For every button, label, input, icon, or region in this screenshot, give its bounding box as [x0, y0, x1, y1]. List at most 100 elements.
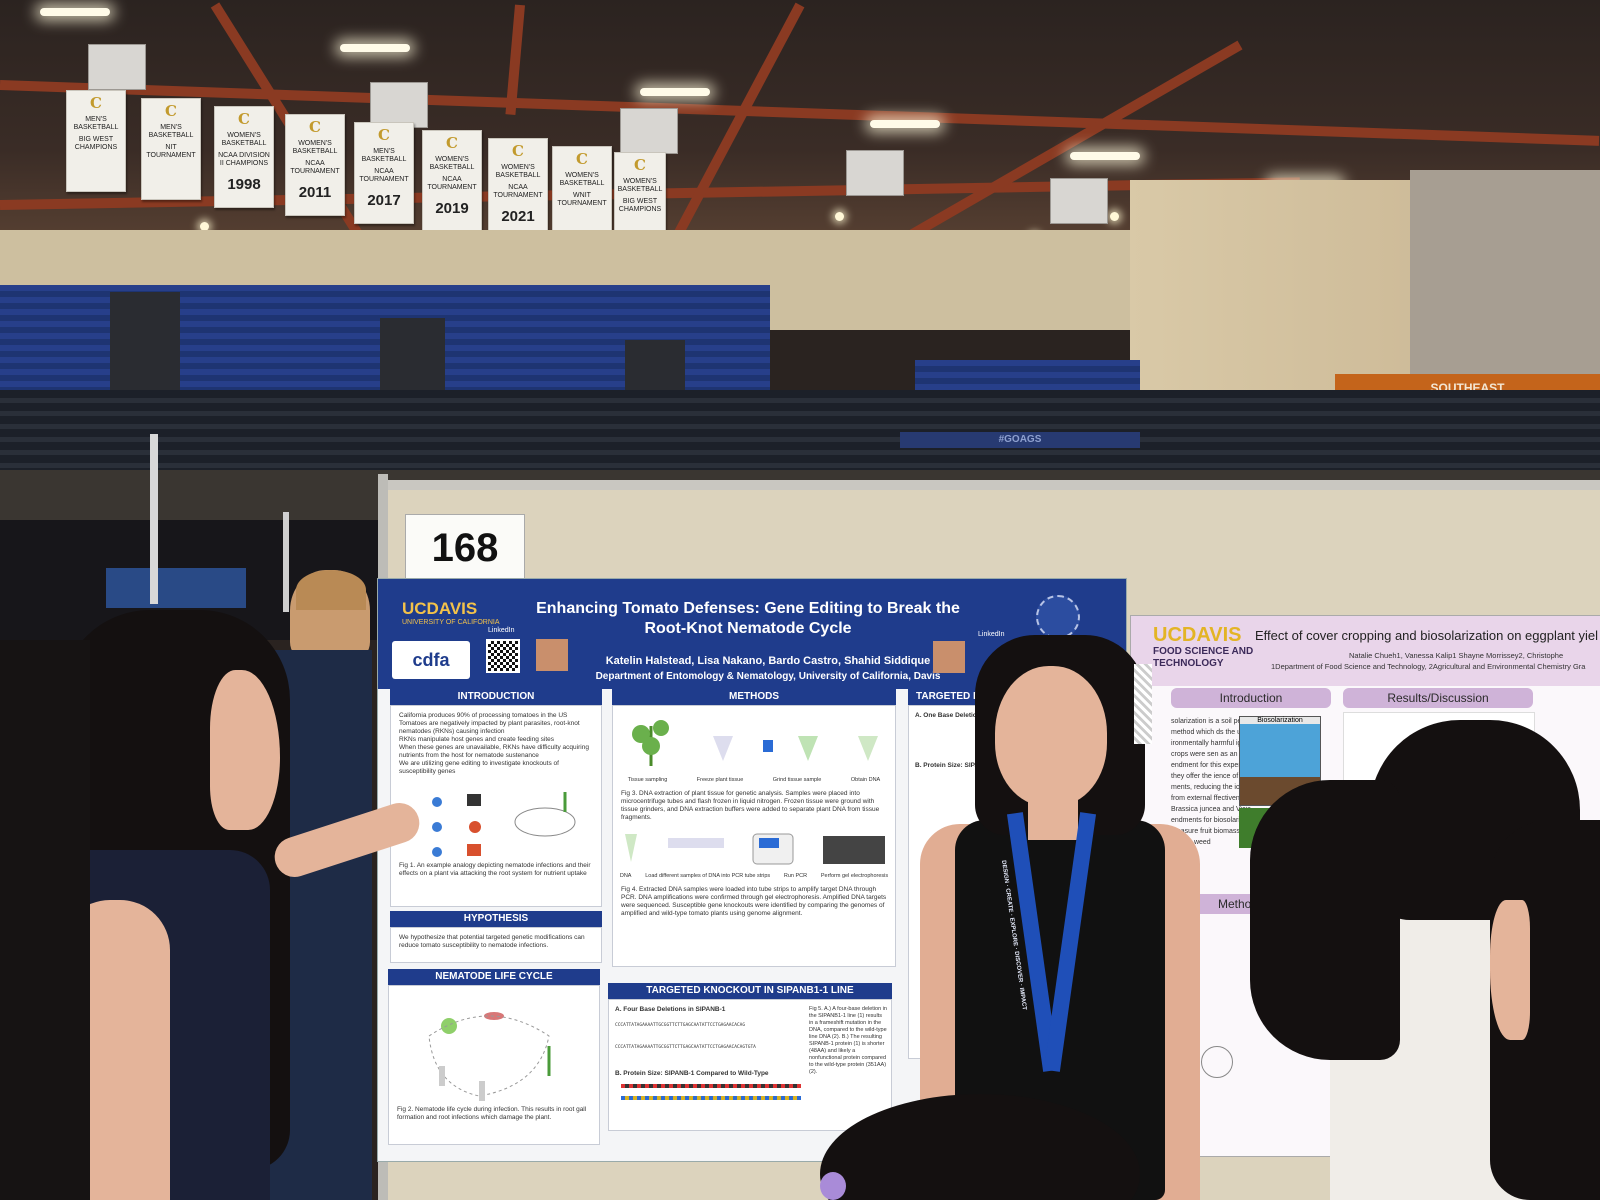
arena-seating-lower [0, 390, 1600, 475]
ceiling-light [340, 44, 410, 52]
banner-subtitle: NCAA DIVISION II CHAMPIONS [218, 152, 270, 167]
nematode-life-cycle-diagram [428, 1012, 551, 1101]
banner-logo: C [378, 126, 390, 144]
second-poster-departments: 1Department of Food Science and Technolo… [1271, 662, 1586, 671]
biosolarization-label: Biosolarization [1240, 717, 1320, 724]
banner-logo: C [576, 150, 588, 168]
second-poster-authors: Natalie Chueh1, Vanessa Kalip1 Shayne Mo… [1349, 651, 1564, 660]
life-cycle-heading: NEMATODE LIFE CYCLE [388, 969, 600, 985]
hypothesis-heading: HYPOTHESIS [390, 911, 602, 927]
side-b-label: B. Protein Size: SIPAN [915, 762, 984, 769]
author-photo [933, 641, 965, 673]
hypothesis-box: We hypothesize that potential targeted g… [390, 927, 602, 963]
food-science-logo: FOOD SCIENCE AND TECHNOLOGY [1153, 646, 1253, 670]
intro-bullet: RKNs manipulate host genes and create fe… [399, 736, 555, 743]
board-number-card: 168 [405, 514, 525, 582]
intro-pill: Introduction [1171, 688, 1331, 708]
rail-sign: #GOAGS [900, 432, 1140, 448]
biosolarization-diagram: Biosolarization [1239, 716, 1321, 806]
ceiling-light [1070, 152, 1140, 160]
girl-face [210, 670, 280, 830]
method-step: Freeze plant tissue [696, 777, 744, 783]
banner-subtitle: NCAA TOURNAMENT [359, 168, 409, 183]
intro-box: California produces 90% of processing to… [390, 705, 602, 907]
banner-logo: C [165, 102, 177, 120]
method-step: Grind tissue sample [772, 777, 822, 783]
championship-banner: C MEN'S BASKETBALL NCAA TOURNAMENT 2017 [354, 122, 414, 224]
banner-subtitle: NCAA TOURNAMENT [493, 184, 543, 199]
banner-subtitle: NIT TOURNAMENT [146, 144, 196, 159]
knockout-box: A. Four Base Deletions in SIPANB-1 CCCAT… [608, 999, 892, 1131]
banner-title: MEN'S BASKETBALL [73, 116, 119, 131]
fig3-caption: Fig 3. DNA extraction of plant tissue fo… [621, 790, 880, 821]
fig4-caption: Fig 4. Extracted DNA samples were loaded… [621, 886, 887, 917]
light-pole [283, 512, 289, 612]
uc-davis-subtitle: UNIVERSITY OF CALIFORNIA [402, 619, 500, 626]
uc-davis-logo-2: UCDAVIS [1153, 624, 1242, 646]
blue-banner [106, 568, 246, 608]
banner-logo: C [90, 94, 102, 112]
linkedin-label: LinkedIn [978, 631, 1005, 638]
banner-subtitle: BIG WEST CHAMPIONS [74, 136, 118, 151]
banner-logo: C [309, 118, 321, 136]
intro-heading: INTRODUCTION [390, 689, 602, 705]
linkedin-label: LinkedIn [488, 627, 515, 634]
presenter-neck [1028, 790, 1078, 840]
championship-banner: C MEN'S BASKETBALL NIT TOURNAMENT [141, 98, 201, 200]
cdfa-logo: cdfa [392, 641, 470, 679]
greenhouse-icon [1201, 1046, 1233, 1078]
banner-title: WOMEN'S BASKETBALL [292, 140, 338, 155]
fig2-caption: Fig 2. Nematode life cycle during infect… [397, 1106, 587, 1121]
spot-light [835, 212, 844, 221]
championship-banner: C WOMEN'S BASKETBALL NCAA DIVISION II CH… [214, 106, 274, 208]
second-poster-header: UCDAVIS FOOD SCIENCE AND TECHNOLOGY Effe… [1131, 616, 1600, 686]
banner-year: 1998 [227, 176, 261, 193]
side-a-label: A. One Base Deletion [915, 712, 981, 719]
championship-banner: C WOMEN'S BASKETBALL NCAA TOURNAMENT 201… [422, 130, 482, 232]
background-person-hair [296, 570, 366, 610]
qr-code-icon [486, 639, 520, 673]
hair-clip [820, 1172, 846, 1200]
intro-bullet: California produces 90% of processing to… [399, 712, 568, 719]
methods-box: Tissue sampling Freeze plant tissue Grin… [612, 705, 896, 967]
nematology-badge-icon [1036, 595, 1080, 639]
methods-step-labels: Tissue sampling Freeze plant tissue Grin… [613, 776, 895, 784]
banner-title: WOMEN'S BASKETBALL [617, 178, 663, 193]
hypothesis-text: We hypothesize that potential targeted g… [399, 934, 585, 949]
banner-title: WOMEN'S BASKETBALL [429, 156, 475, 171]
poster-title-line2: Root-Knot Nematode Cycle [644, 620, 852, 637]
banner-logo: C [238, 110, 250, 128]
banner-title: MEN'S BASKETBALL [148, 124, 194, 139]
knockout-a-label: A. Four Base Deletions in SIPANB-1 [615, 1006, 726, 1013]
hvac-unit [1050, 178, 1108, 224]
research-poster: UCDAVIS UNIVERSITY OF CALIFORNIA cdfa Li… [377, 578, 1127, 1162]
method-step: DNA [619, 873, 632, 879]
method-step: Perform gel electrophoresis [820, 873, 889, 879]
protein-bar [621, 1084, 801, 1088]
banner-title: MEN'S BASKETBALL [361, 148, 407, 163]
banner-subtitle: NCAA TOURNAMENT [427, 176, 477, 191]
ceiling-light [40, 8, 110, 16]
results-pill: Results/Discussion [1343, 688, 1533, 708]
championship-banner: C WOMEN'S BASKETBALL NCAA TOURNAMENT 201… [285, 114, 345, 216]
methods-step-labels-2: DNA Load different samples of DNA into P… [613, 872, 895, 880]
life-cycle-section: NEMATODE LIFE CYCLE Fig 2. Nematode life… [388, 969, 600, 1145]
poster-authors: Katelin Halstead, Lisa Nakano, Bardo Cas… [605, 655, 931, 667]
poster-title-line1: Enhancing Tomato Defenses: Gene Editing … [536, 600, 960, 617]
banner-title: WOMEN'S BASKETBALL [221, 132, 267, 147]
food-science-logo-line1: FOOD SCIENCE AND [1153, 646, 1254, 657]
stair-section [380, 318, 445, 398]
pcr-illustration [625, 833, 885, 865]
knockout-b-label: B. Protein Size: SIPANB-1 Compared to Wi… [615, 1070, 769, 1077]
life-cycle-box: Fig 2. Nematode life cycle during infect… [388, 985, 600, 1145]
sequence-1: CCCATTATAGAAAATTGCGGTTCTTGAGCAATATTCCTGA… [615, 1023, 746, 1028]
method-step: Run PCR [783, 873, 808, 879]
championship-banner: C MEN'S BASKETBALL BIG WEST CHAMPIONS [66, 90, 126, 192]
knockout-heading: TARGETED KNOCKOUT IN SIPANB1-1 LINE [608, 983, 892, 999]
light-pole [150, 434, 158, 604]
banner-year: 2021 [501, 208, 535, 225]
intro-section: INTRODUCTION California produces 90% of … [390, 689, 602, 907]
method-step: Load different samples of DNA into PCR t… [645, 873, 771, 879]
banner-subtitle: BIG WEST CHAMPIONS [618, 198, 662, 213]
hvac-unit [846, 150, 904, 196]
